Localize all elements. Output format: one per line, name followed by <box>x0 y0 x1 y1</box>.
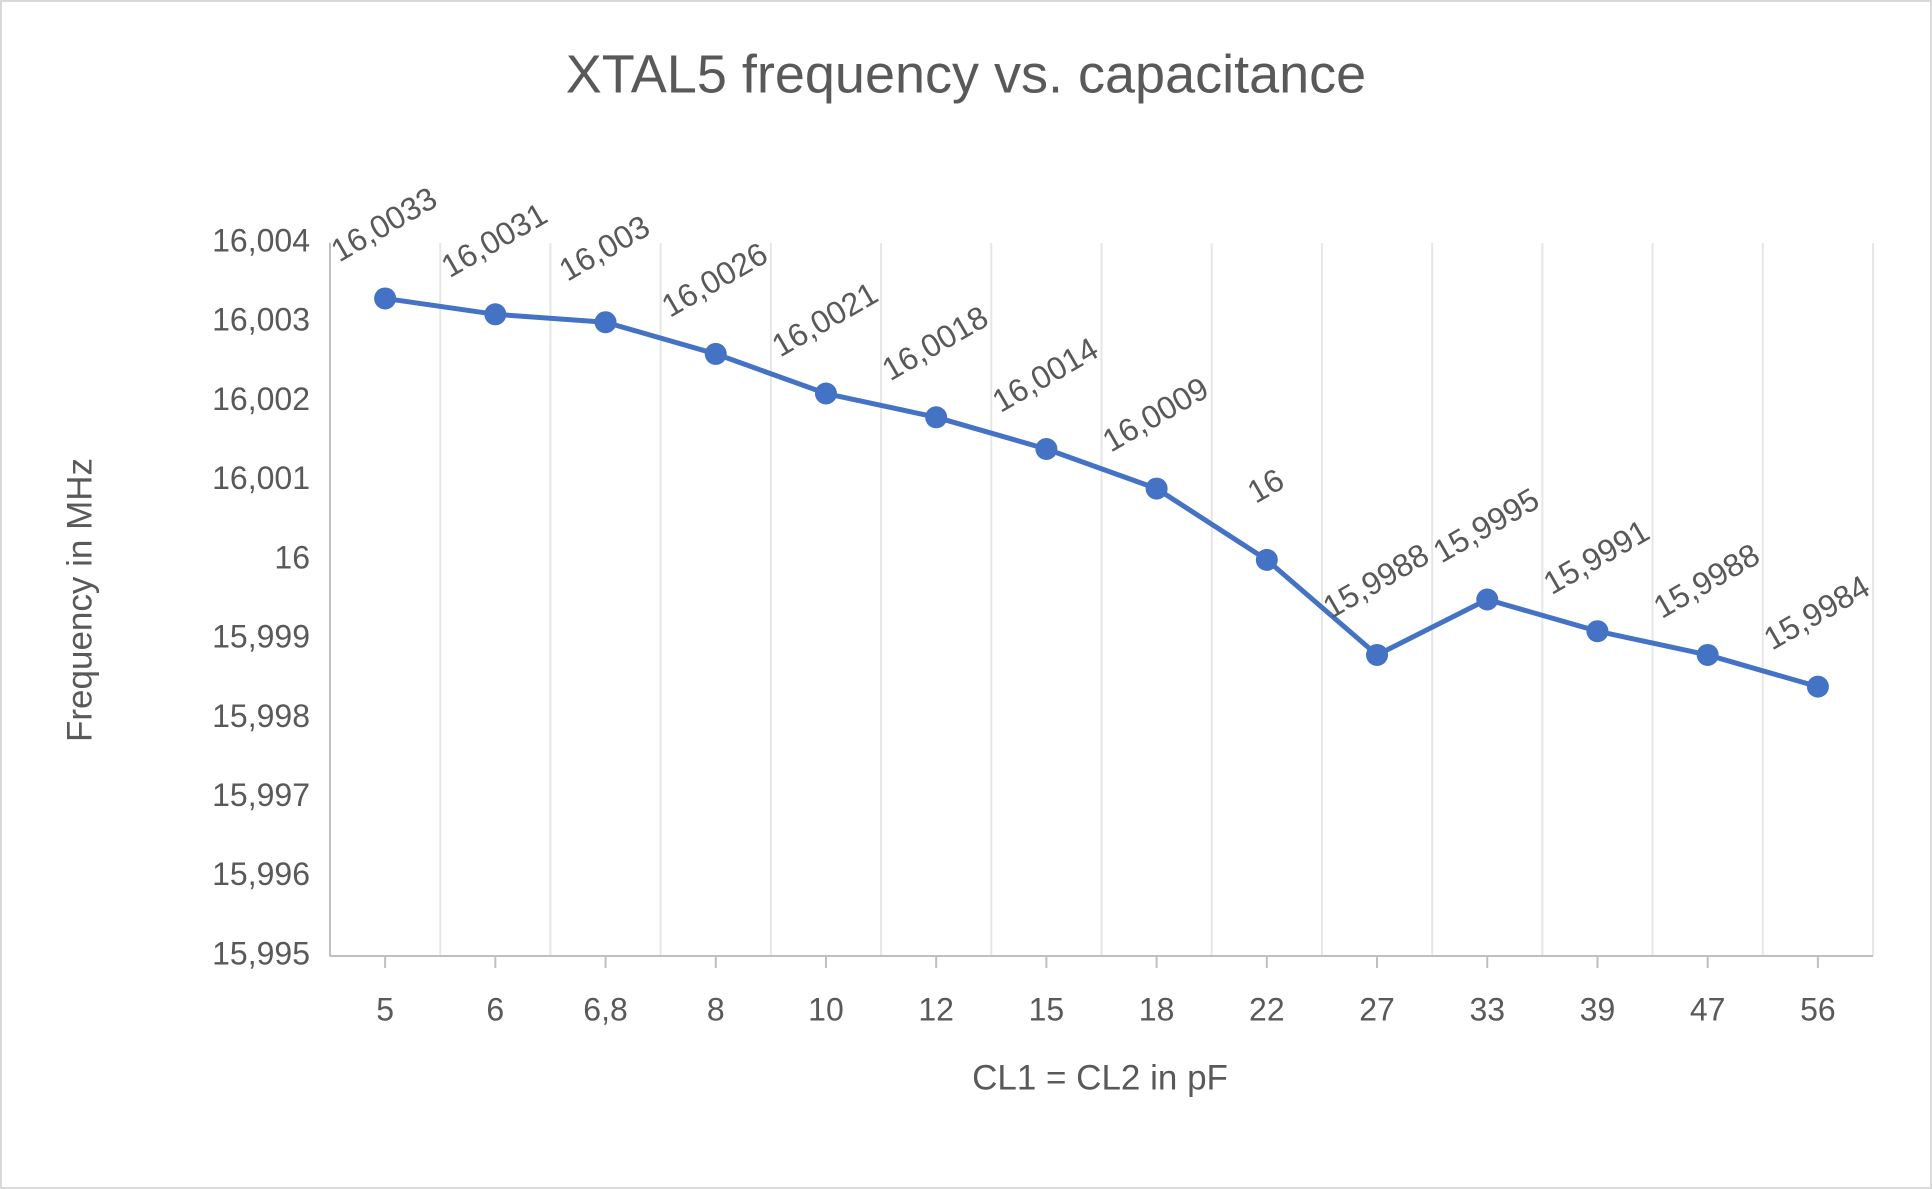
x-tick-label: 27 <box>1359 991 1395 1027</box>
data-point <box>1255 548 1278 571</box>
x-tick-label: 39 <box>1580 991 1616 1027</box>
x-tick-label: 47 <box>1690 991 1726 1027</box>
chart-title: XTAL5 frequency vs. capacitance <box>566 44 1366 104</box>
x-tick-label: 56 <box>1800 991 1836 1027</box>
y-tick-label: 15,997 <box>212 777 310 813</box>
x-tick-label: 18 <box>1139 991 1175 1027</box>
data-point <box>1586 620 1609 643</box>
x-tick-label: 6,8 <box>583 991 627 1027</box>
x-tick-label: 22 <box>1249 991 1285 1027</box>
y-tick-label: 16,001 <box>212 460 310 496</box>
y-tick-label: 15,999 <box>212 619 310 655</box>
data-point <box>1806 675 1829 698</box>
x-tick-label: 12 <box>918 991 954 1027</box>
data-point <box>1145 477 1168 500</box>
y-tick-label: 16,003 <box>212 302 310 338</box>
x-tick-label: 5 <box>376 991 394 1027</box>
y-tick-label: 16,002 <box>212 381 310 417</box>
x-axis-title: CL1 = CL2 in pF <box>972 1058 1228 1097</box>
y-tick-label: 16 <box>274 539 310 575</box>
x-tick-label: 10 <box>808 991 844 1027</box>
data-point <box>925 406 948 429</box>
data-point <box>594 311 617 334</box>
x-tick-label: 15 <box>1029 991 1065 1027</box>
data-point <box>374 287 397 310</box>
y-tick-label: 16,004 <box>212 222 310 258</box>
y-tick-label: 15,995 <box>212 935 310 971</box>
y-tick-label: 15,996 <box>212 856 310 892</box>
data-point <box>1366 643 1389 666</box>
x-tick-label: 8 <box>707 991 725 1027</box>
data-point <box>814 382 837 405</box>
y-axis-title: Frequency in MHz <box>60 458 99 742</box>
data-point <box>1696 643 1719 666</box>
x-tick-label: 33 <box>1469 991 1505 1027</box>
data-point <box>704 342 727 365</box>
series-line <box>384 295 1819 690</box>
x-tick-label: 6 <box>486 991 504 1027</box>
data-point <box>1476 588 1499 611</box>
y-tick-label: 15,998 <box>212 698 310 734</box>
data-point <box>1035 437 1058 460</box>
data-point <box>484 303 507 326</box>
